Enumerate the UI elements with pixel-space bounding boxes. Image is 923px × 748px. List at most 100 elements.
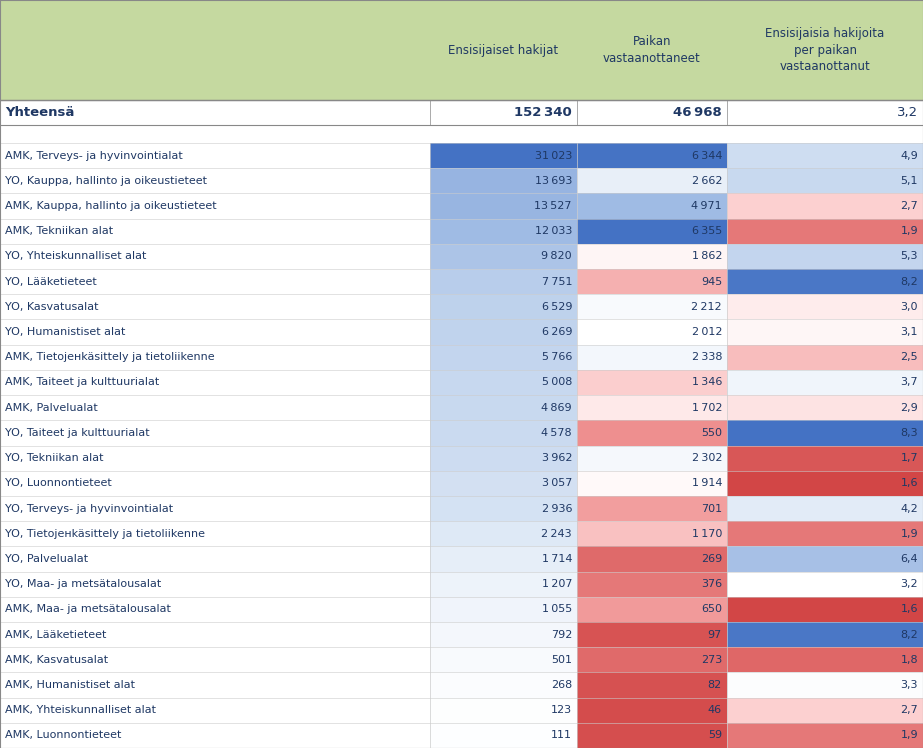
Text: 3,2: 3,2: [900, 579, 918, 589]
Text: 945: 945: [701, 277, 722, 286]
Bar: [0, 319, 430, 345]
Bar: [577, 546, 727, 571]
Bar: [577, 143, 727, 168]
Text: 59: 59: [708, 730, 722, 741]
Bar: [430, 546, 577, 571]
Text: 2 212: 2 212: [691, 302, 722, 312]
Text: 13 527: 13 527: [534, 201, 572, 211]
Text: 6 344: 6 344: [691, 150, 722, 161]
Bar: [577, 496, 727, 521]
Bar: [727, 370, 923, 395]
Bar: [577, 194, 727, 218]
Text: 3,3: 3,3: [901, 680, 918, 690]
Text: 1,9: 1,9: [900, 529, 918, 539]
Text: AMK, Kasvatusalat: AMK, Kasvatusalat: [5, 654, 108, 665]
Bar: [0, 521, 430, 546]
Bar: [430, 345, 577, 370]
Text: 4,9: 4,9: [900, 150, 918, 161]
Text: YO, Luonnontieteet: YO, Luonnontieteet: [5, 478, 112, 488]
Text: 4 971: 4 971: [691, 201, 722, 211]
Text: 2,7: 2,7: [900, 705, 918, 715]
Bar: [727, 143, 923, 168]
Bar: [430, 395, 577, 420]
Text: 1,7: 1,7: [900, 453, 918, 463]
Bar: [430, 194, 577, 218]
Text: 3,2: 3,2: [897, 106, 918, 119]
Text: 111: 111: [551, 730, 572, 741]
Text: 1,6: 1,6: [901, 478, 918, 488]
Text: 268: 268: [551, 680, 572, 690]
Bar: [430, 672, 577, 698]
Text: AMK, Kauppa, hallinto ja oikeustieteet: AMK, Kauppa, hallinto ja oikeustieteet: [5, 201, 217, 211]
Bar: [727, 420, 923, 446]
Text: YO, Yhteiskunnalliset alat: YO, Yhteiskunnalliset alat: [5, 251, 147, 262]
Bar: [727, 446, 923, 470]
Text: AMK, Taiteet ja kulttuurialat: AMK, Taiteet ja kulttuurialat: [5, 378, 160, 387]
Bar: [577, 420, 727, 446]
Bar: [727, 496, 923, 521]
Bar: [577, 597, 727, 622]
Bar: [577, 269, 727, 294]
Text: 2 338: 2 338: [691, 352, 722, 362]
Bar: [0, 546, 430, 571]
Bar: [430, 622, 577, 647]
Text: 6 355: 6 355: [691, 226, 722, 236]
Bar: [0, 0, 923, 100]
Bar: [0, 345, 430, 370]
Text: 1 207: 1 207: [542, 579, 572, 589]
Text: AMK, Palvelualat: AMK, Palvelualat: [5, 402, 98, 413]
Text: 792: 792: [551, 630, 572, 640]
Bar: [0, 420, 430, 446]
Text: YO, Tietojенkäsittely ja tietoliikenne: YO, Tietojенkäsittely ja tietoliikenne: [5, 529, 205, 539]
Text: 550: 550: [701, 428, 722, 438]
Bar: [0, 597, 430, 622]
Bar: [0, 294, 430, 319]
Text: 6,4: 6,4: [900, 554, 918, 564]
Text: 2 243: 2 243: [542, 529, 572, 539]
Text: 1,9: 1,9: [900, 730, 918, 741]
Text: 31 023: 31 023: [534, 150, 572, 161]
Text: 9 820: 9 820: [542, 251, 572, 262]
Text: 701: 701: [701, 503, 722, 514]
Text: 8,2: 8,2: [900, 630, 918, 640]
Bar: [430, 698, 577, 723]
Bar: [577, 168, 727, 194]
Text: 4 578: 4 578: [542, 428, 572, 438]
Bar: [430, 571, 577, 597]
Text: AMK, Lääketieteet: AMK, Lääketieteet: [5, 630, 106, 640]
Text: 650: 650: [701, 604, 722, 614]
Bar: [430, 496, 577, 521]
Text: YO, Palvelualat: YO, Palvelualat: [5, 554, 88, 564]
Text: 8,3: 8,3: [900, 428, 918, 438]
Text: 1 714: 1 714: [542, 554, 572, 564]
Text: 2 662: 2 662: [691, 176, 722, 186]
Text: 82: 82: [708, 680, 722, 690]
Bar: [430, 218, 577, 244]
Text: AMK, Tietojенkäsittely ja tietoliikenne: AMK, Tietojенkäsittely ja tietoliikenne: [5, 352, 215, 362]
Text: 1 055: 1 055: [542, 604, 572, 614]
Bar: [727, 521, 923, 546]
Bar: [0, 125, 923, 143]
Text: Ensisijaiset hakijat: Ensisijaiset hakijat: [449, 43, 558, 57]
Text: 5,1: 5,1: [901, 176, 918, 186]
Bar: [0, 218, 430, 244]
Bar: [727, 723, 923, 748]
Text: 46 968: 46 968: [673, 106, 722, 119]
Bar: [727, 597, 923, 622]
Text: Yhteensä: Yhteensä: [5, 106, 75, 119]
Text: 5,3: 5,3: [901, 251, 918, 262]
Text: 1 862: 1 862: [691, 251, 722, 262]
Bar: [727, 647, 923, 672]
Bar: [0, 622, 430, 647]
Text: 12 033: 12 033: [534, 226, 572, 236]
Text: YO, Lääketieteet: YO, Lääketieteet: [5, 277, 97, 286]
Bar: [0, 470, 430, 496]
Text: YO, Tekniikan alat: YO, Tekniikan alat: [5, 453, 103, 463]
Text: YO, Terveys- ja hyvinvointialat: YO, Terveys- ja hyvinvointialat: [5, 503, 174, 514]
Text: 6 269: 6 269: [542, 327, 572, 337]
Bar: [577, 395, 727, 420]
Text: 269: 269: [701, 554, 722, 564]
Bar: [0, 496, 430, 521]
Text: 1,6: 1,6: [901, 604, 918, 614]
Text: 2 302: 2 302: [691, 453, 722, 463]
